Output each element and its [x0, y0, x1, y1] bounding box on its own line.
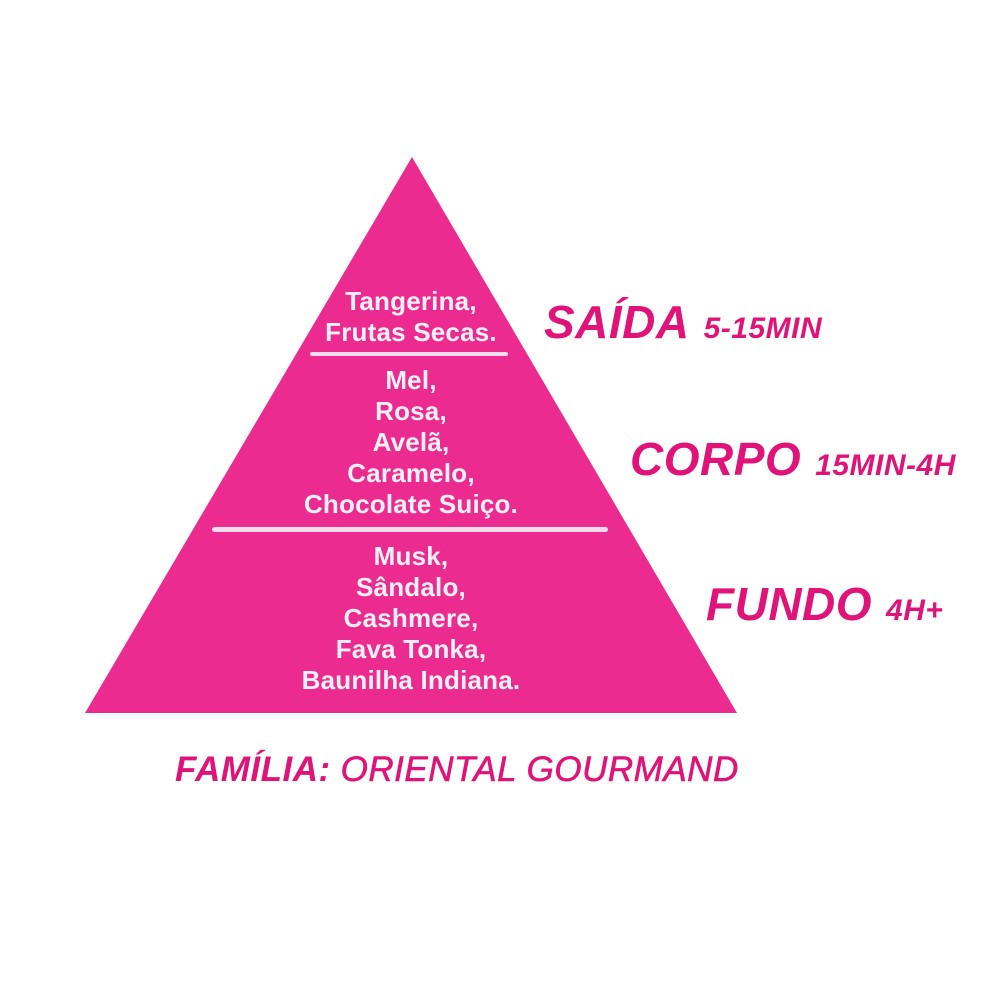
- note-line: Chocolate Suiço.: [303, 489, 519, 519]
- note-line: Baunilha Indiana.: [301, 665, 521, 695]
- family-label: FAMÍLIA:: [175, 750, 331, 789]
- note-line: Avelã,: [372, 427, 450, 457]
- note-line: Cashmere,: [343, 603, 479, 633]
- note-line: Tangerina,: [345, 286, 477, 316]
- note-line: Mel,: [385, 365, 437, 395]
- stage-label-saida: SAÍDA 5-15MIN: [544, 299, 822, 345]
- note-line: Musk,: [373, 541, 449, 571]
- family-line: FAMÍLIA: ORIENTAL GOURMAND: [175, 750, 739, 790]
- top-notes-list: Tangerina, Frutas Secas.: [325, 286, 497, 348]
- pyramid-divider-bottom: [212, 527, 608, 532]
- stage-duration-saida: 5-15MIN: [703, 312, 823, 345]
- stage-name-corpo: CORPO: [630, 433, 802, 485]
- stage-name-saida: SAÍDA: [544, 296, 690, 348]
- stage-duration-fundo: 4H+: [886, 594, 944, 627]
- family-value: ORIENTAL GOURMAND: [340, 750, 739, 789]
- stage-name-fundo: FUNDO: [706, 578, 873, 630]
- note-line: Frutas Secas.: [325, 317, 497, 347]
- note-line: Rosa,: [375, 396, 447, 426]
- note-line: Sândalo,: [356, 572, 466, 602]
- pyramid-divider-top: [310, 352, 508, 356]
- base-notes-list: Musk, Sândalo, Cashmere, Fava Tonka, Bau…: [302, 541, 521, 696]
- stage-label-corpo: CORPO 15MIN-4H: [630, 436, 956, 482]
- stage-label-fundo: FUNDO 4H+: [706, 581, 943, 627]
- heart-notes-list: Mel, Rosa, Avelã, Caramelo, Chocolate Su…: [304, 365, 518, 520]
- note-line: Fava Tonka,: [335, 634, 487, 664]
- stage-duration-corpo: 15MIN-4H: [815, 449, 956, 482]
- note-line: Caramelo,: [347, 458, 475, 488]
